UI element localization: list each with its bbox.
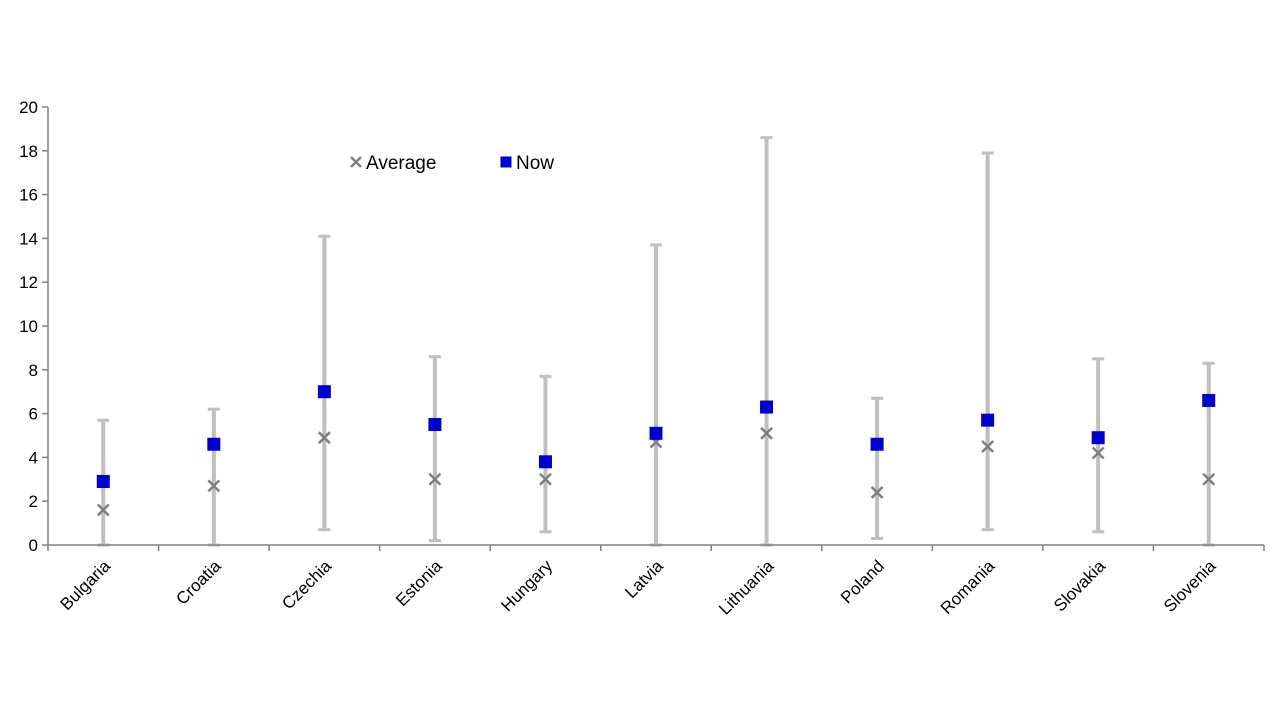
y-tick-label: 12 — [19, 273, 38, 292]
average-marker — [317, 431, 331, 445]
average-marker — [207, 479, 221, 493]
now-marker — [760, 400, 774, 414]
now-marker — [1202, 393, 1216, 407]
y-tick-label: 20 — [19, 98, 38, 117]
x-tick-label: Bulgaria — [57, 556, 115, 614]
x-tick-label: Poland — [837, 556, 888, 607]
average-marker — [96, 503, 110, 517]
now-marker — [538, 455, 552, 469]
now-marker — [428, 418, 442, 432]
average-marker-stroke — [1202, 472, 1216, 486]
y-axis-ticks: 0 2 4 6 8 10 12 14 16 18 20 — [19, 98, 48, 555]
now-marker — [207, 437, 221, 451]
legend-item-average: Average — [350, 153, 436, 174]
now-marker — [317, 385, 331, 399]
y-tick-label: 18 — [19, 142, 38, 161]
average-marker-stroke — [760, 426, 773, 440]
legend-label-now: Now — [516, 153, 554, 174]
x-tick-label: Czechia — [278, 556, 335, 613]
now-marker — [649, 426, 663, 440]
x-tick-label: Estonia — [392, 556, 446, 610]
legend: Average Now — [350, 153, 554, 174]
now-marker — [870, 437, 884, 451]
average-marker — [870, 486, 884, 499]
legend-label-average: Average — [366, 153, 436, 174]
x-tick-label: Croatia — [172, 556, 225, 609]
range-bars — [97, 136, 1215, 547]
y-tick-label: 14 — [19, 229, 38, 248]
x-axis-ticks: Bulgaria Croatia Czechia Estonia Hungary Latv… — [47, 545, 1265, 619]
legend-now-marker — [500, 156, 512, 168]
average-marker-stroke — [539, 472, 552, 486]
x-tick-label: Slovakia — [1050, 556, 1109, 615]
legend-item-now: Now — [500, 153, 554, 174]
x-tick-label: Slovenia — [1160, 556, 1220, 616]
average-marker — [1202, 472, 1216, 486]
average-marker — [1091, 446, 1105, 460]
y-tick-label: 8 — [29, 361, 38, 380]
x-tick-label: Latvia — [621, 556, 667, 602]
average-marker-stroke — [207, 479, 221, 493]
average-marker — [760, 426, 773, 440]
x-tick-label: Lithuania — [715, 556, 778, 619]
average-marker-stroke — [96, 503, 110, 517]
now-markers — [96, 385, 1216, 488]
now-marker — [981, 413, 995, 427]
y-tick-label: 16 — [19, 186, 38, 205]
now-marker — [96, 474, 110, 488]
now-marker — [1091, 431, 1105, 445]
average-marker-stroke — [317, 431, 331, 445]
y-tick-label: 4 — [29, 448, 38, 467]
y-tick-label: 0 — [29, 536, 38, 555]
y-tick-label: 6 — [29, 405, 38, 424]
average-marker-stroke — [428, 472, 442, 486]
y-tick-label: 2 — [29, 492, 38, 511]
average-marker — [428, 472, 442, 486]
y-tick-label: 10 — [19, 317, 38, 336]
average-marker — [539, 472, 552, 486]
legend-average-marker — [350, 156, 362, 168]
average-marker — [981, 440, 995, 453]
average-marker-stroke — [981, 440, 995, 453]
average-marker-stroke — [870, 486, 884, 499]
x-tick-label: Romania — [937, 556, 999, 618]
average-marker-stroke — [1091, 446, 1105, 460]
x-tick-label: Hungary — [497, 556, 556, 615]
